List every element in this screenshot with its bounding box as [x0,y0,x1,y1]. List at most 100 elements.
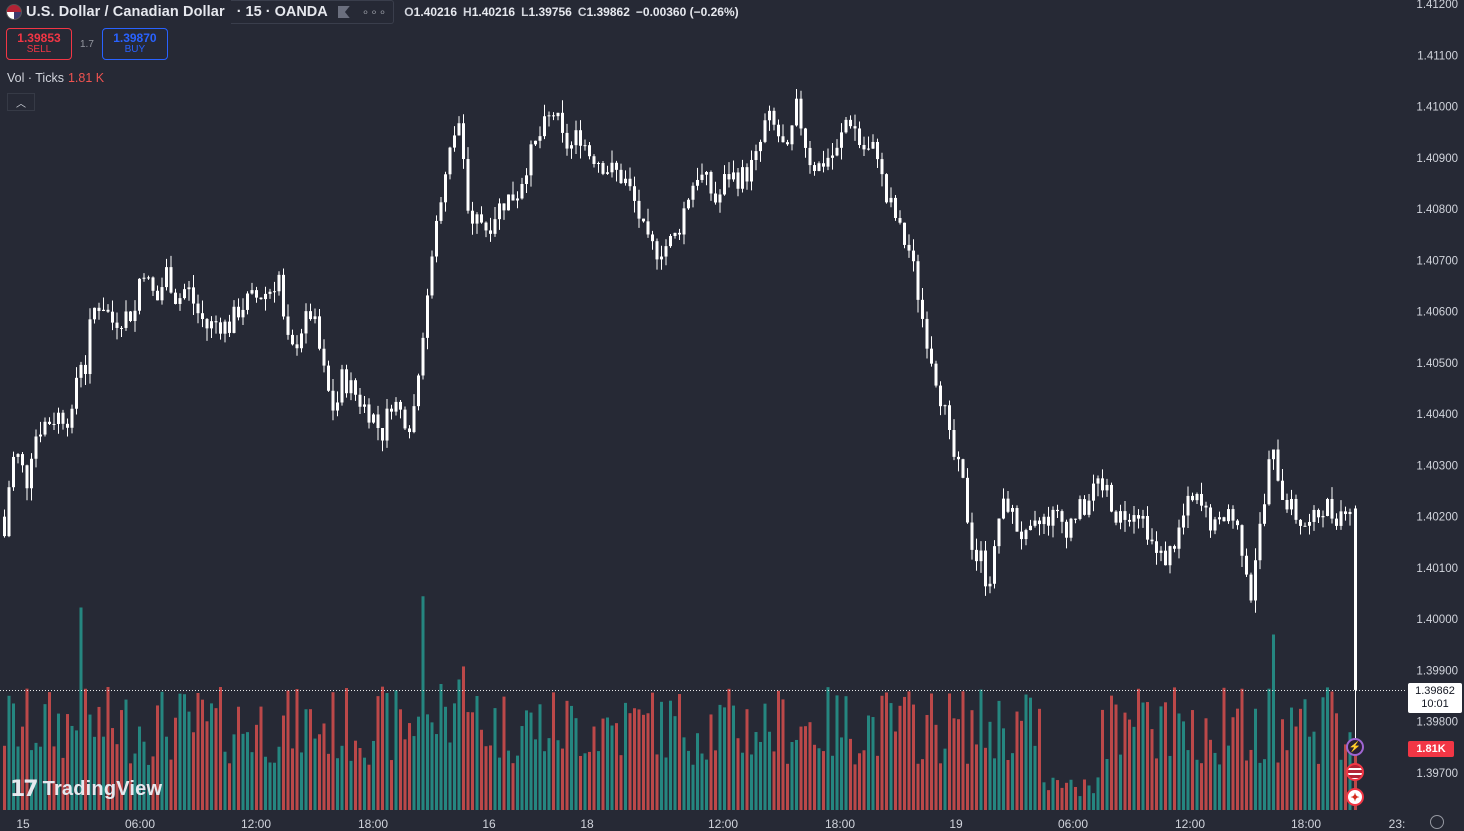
candle-body [169,267,173,293]
candle-body [7,487,11,537]
candle-body [633,186,636,201]
price-tick-label: 1.40900 [1416,153,1458,165]
volume-bar [777,690,780,810]
collapse-legend-button[interactable]: ︿ [7,93,35,111]
candle-body [997,518,1001,547]
candle-body [808,147,812,166]
tradingview-logo[interactable]: 17 TradingView [10,777,162,802]
candle-body [178,298,182,304]
candle-body [70,408,74,428]
volume-bar [376,696,380,810]
price-tick-label: 1.39900 [1416,665,1458,677]
volume-bar [768,731,771,810]
candle-body [817,163,821,171]
candle-body [1294,498,1298,520]
flag-icon[interactable] [337,6,350,18]
candle-body [106,309,110,312]
candle-body [313,316,317,320]
volume-bar [547,738,551,810]
volume-bar [313,738,317,810]
more-options-icon[interactable]: ∘∘∘ [361,5,388,19]
price-axis[interactable]: 1.41200 1.41100 1.41000 1.40900 1.40800 1.407… [1416,0,1458,780]
event-us-flag-icon[interactable] [1346,763,1364,781]
volume-bar [1159,706,1163,810]
volume-bar [1339,759,1343,810]
candle-body [1047,516,1050,526]
buy-button[interactable]: 1.39870 BUY [101,28,168,60]
candle-body [1330,499,1334,519]
low-value: 1.39756 [528,5,572,19]
candle-body [264,293,267,300]
candle-body [228,321,231,333]
candle-body [192,287,195,304]
candle-body [322,348,326,366]
symbol-title[interactable]: U.S. Dollar / Canadian Dollar [26,4,225,20]
volume-bar [408,723,411,810]
candle-body [511,194,515,201]
candle-body [1033,520,1037,526]
candle-body [1308,521,1311,526]
volume-bar [277,746,281,810]
volume-bar [930,693,933,810]
volume-bar [723,707,726,810]
candle-body [727,174,731,180]
volume-bar [984,747,987,810]
volume-bar [1312,731,1316,810]
candle-body [664,246,668,257]
volume-bar [1060,787,1064,810]
volume-bar [1245,760,1248,810]
candle-body [745,167,749,182]
volume-bar [525,710,528,810]
volume-bar [1087,785,1091,810]
candle-body [331,390,335,411]
volume-bar [948,693,951,810]
volume-bar [1191,710,1194,810]
candle-body [813,165,816,171]
volume-bar [1285,750,1289,810]
volume-legend[interactable]: Vol · Ticks 1.81 K [7,71,104,85]
volume-bar [1038,708,1041,810]
candle-body [133,310,137,322]
chart-settings-icon[interactable] [1430,815,1444,829]
candle-body [475,214,479,224]
candle-body [984,550,987,587]
candle-body [111,311,114,323]
event-bolt-icon[interactable]: ⚡ [1346,738,1364,756]
volume-bar [534,739,537,810]
candle-body [525,175,528,184]
volume-bar [781,699,785,810]
volume-bar [750,754,753,810]
candle-body [822,163,825,167]
candle-body [1348,511,1352,515]
candle-body [871,141,875,149]
volume-bar [601,718,605,810]
volume-bar [498,757,501,810]
candle-body [678,232,681,235]
symbol-box[interactable]: U.S. Dollar / Canadian Dollar [0,1,231,23]
candle-body [876,141,879,160]
candle-body [124,311,128,328]
interval-source[interactable]: · 15 · OANDA [236,4,328,20]
volume-bar [453,703,456,810]
volume-bar [268,762,272,810]
candle-body [1335,518,1338,526]
volume-bar [115,744,119,810]
volume-bar [745,709,749,810]
candle-body [367,404,371,423]
volume-bar [385,693,389,810]
volume-bar [1281,719,1284,810]
event-canada-flag-icon[interactable]: ✦ [1346,788,1364,806]
volume-bar [862,750,866,810]
volume-bar [12,703,15,810]
time-axis[interactable]: 15 06:00 12:00 18:00 16 18 12:00 18:00 19 06:00 12… [16,817,1405,831]
candle-body [79,364,83,378]
candle-body [601,163,605,174]
candle-body [205,319,209,329]
sell-button[interactable]: 1.39853 SELL [6,28,72,60]
candle-body [700,174,704,180]
volume-bar [583,753,587,810]
volume-bar [201,699,204,810]
symbol-interval-box[interactable]: · 15 · OANDA ∘∘∘ [230,0,395,24]
volume-bar [1303,699,1307,810]
